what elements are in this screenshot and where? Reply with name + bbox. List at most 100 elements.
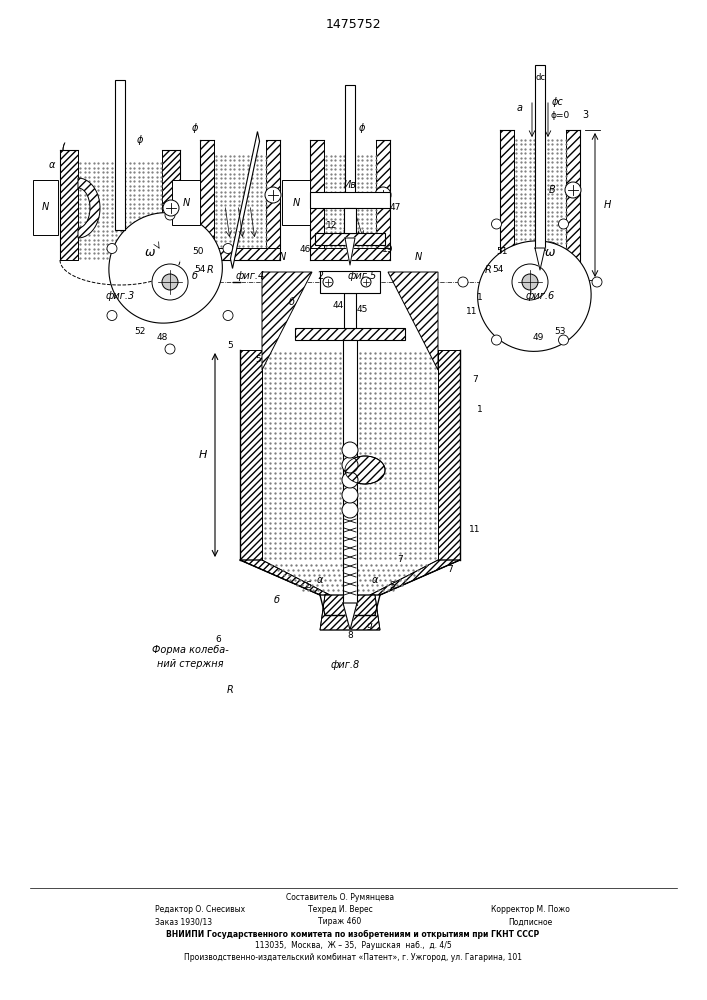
Text: 54: 54 bbox=[492, 265, 503, 274]
Text: ω: ω bbox=[545, 245, 555, 258]
Text: R: R bbox=[484, 265, 491, 275]
Polygon shape bbox=[388, 272, 438, 370]
Polygon shape bbox=[438, 350, 460, 560]
Text: 45: 45 bbox=[356, 306, 368, 314]
Text: ϕ=0: ϕ=0 bbox=[550, 110, 570, 119]
Circle shape bbox=[342, 502, 358, 518]
Circle shape bbox=[163, 200, 179, 216]
Polygon shape bbox=[345, 238, 355, 265]
Text: 49: 49 bbox=[532, 332, 544, 342]
Text: N: N bbox=[182, 198, 189, 208]
Bar bbox=[266, 140, 280, 260]
Text: ϕ: ϕ bbox=[192, 123, 198, 133]
Bar bbox=[315, 233, 385, 245]
Text: a: a bbox=[517, 103, 523, 113]
Text: 7: 7 bbox=[397, 556, 403, 564]
Text: 53: 53 bbox=[554, 328, 566, 336]
Text: фиг.6: фиг.6 bbox=[525, 291, 554, 301]
Bar bbox=[200, 248, 280, 260]
Text: Корректор М. Пожо: Корректор М. Пожо bbox=[491, 906, 569, 914]
Text: Форма колеба-: Форма колеба- bbox=[151, 645, 228, 655]
Circle shape bbox=[592, 277, 602, 287]
Text: ВНИИПИ Государственного комитета по изобретениям и открытиям при ГКНТ СССР: ВНИИПИ Государственного комитета по изоб… bbox=[166, 929, 539, 939]
Text: ний стержня: ний стержня bbox=[157, 659, 223, 669]
Text: 2: 2 bbox=[317, 271, 323, 281]
Bar bbox=[376, 140, 390, 260]
Polygon shape bbox=[343, 603, 357, 630]
Polygon shape bbox=[370, 560, 460, 595]
Text: б: б bbox=[192, 271, 198, 281]
Text: 3: 3 bbox=[582, 110, 588, 120]
Polygon shape bbox=[320, 595, 380, 630]
Text: N: N bbox=[293, 198, 300, 208]
Polygon shape bbox=[478, 241, 591, 351]
Circle shape bbox=[458, 277, 468, 287]
Circle shape bbox=[375, 187, 391, 203]
Text: α: α bbox=[372, 575, 378, 585]
Bar bbox=[310, 192, 390, 208]
Text: 6: 6 bbox=[215, 636, 221, 645]
Text: 5: 5 bbox=[255, 356, 261, 364]
Text: Подписное: Подписное bbox=[508, 918, 552, 926]
Circle shape bbox=[342, 442, 358, 458]
Text: H: H bbox=[199, 450, 207, 460]
Bar bbox=[115, 80, 125, 230]
Bar bbox=[310, 140, 324, 260]
Circle shape bbox=[342, 487, 358, 503]
Text: ϕ: ϕ bbox=[137, 135, 144, 145]
Text: Редактор О. Снесивых: Редактор О. Снесивых bbox=[155, 906, 245, 914]
Text: 12: 12 bbox=[327, 221, 338, 230]
Circle shape bbox=[223, 310, 233, 320]
Text: g: g bbox=[367, 620, 373, 630]
Text: 47: 47 bbox=[390, 204, 401, 213]
Bar bbox=[500, 130, 514, 280]
Circle shape bbox=[107, 310, 117, 320]
Polygon shape bbox=[230, 132, 259, 268]
Text: 7: 7 bbox=[447, 566, 453, 574]
Circle shape bbox=[559, 219, 568, 229]
Text: 19: 19 bbox=[382, 245, 394, 254]
Text: 8: 8 bbox=[347, 631, 353, 640]
Circle shape bbox=[223, 243, 233, 253]
Circle shape bbox=[323, 277, 333, 287]
Text: S: S bbox=[305, 580, 311, 589]
Text: 46: 46 bbox=[299, 245, 310, 254]
Text: S: S bbox=[389, 580, 395, 589]
Text: N: N bbox=[414, 252, 421, 262]
Text: Заказ 1930/13: Заказ 1930/13 bbox=[155, 918, 212, 926]
Text: 44: 44 bbox=[332, 300, 344, 310]
Text: 5: 5 bbox=[227, 340, 233, 350]
Text: ϕc: ϕc bbox=[552, 97, 564, 107]
Polygon shape bbox=[60, 150, 78, 260]
Circle shape bbox=[152, 264, 188, 300]
Text: 48: 48 bbox=[156, 332, 168, 342]
Bar bbox=[345, 85, 355, 240]
Text: 1: 1 bbox=[477, 292, 483, 302]
Circle shape bbox=[565, 182, 581, 198]
Text: фиг.3: фиг.3 bbox=[105, 291, 134, 301]
Text: 50: 50 bbox=[192, 247, 204, 256]
Text: Составитель О. Румянцева: Составитель О. Румянцева bbox=[286, 894, 394, 902]
Bar bbox=[282, 180, 310, 225]
Polygon shape bbox=[162, 150, 180, 260]
Circle shape bbox=[342, 472, 358, 488]
Bar bbox=[172, 180, 200, 225]
Circle shape bbox=[512, 264, 548, 300]
Bar bbox=[344, 208, 356, 233]
Bar bbox=[535, 65, 545, 250]
Circle shape bbox=[265, 187, 281, 203]
Polygon shape bbox=[78, 178, 100, 238]
Bar bbox=[566, 130, 580, 280]
Text: фиг.5: фиг.5 bbox=[347, 271, 377, 281]
Bar bbox=[343, 340, 357, 605]
Circle shape bbox=[491, 219, 501, 229]
Circle shape bbox=[559, 335, 568, 345]
Text: H: H bbox=[603, 200, 611, 210]
Text: 52: 52 bbox=[134, 328, 146, 336]
Polygon shape bbox=[262, 560, 438, 595]
Text: Техред И. Верес: Техред И. Верес bbox=[308, 906, 373, 914]
Text: dс: dс bbox=[535, 74, 545, 83]
Text: 1: 1 bbox=[477, 406, 483, 414]
Circle shape bbox=[491, 335, 501, 345]
Bar bbox=[200, 140, 214, 260]
